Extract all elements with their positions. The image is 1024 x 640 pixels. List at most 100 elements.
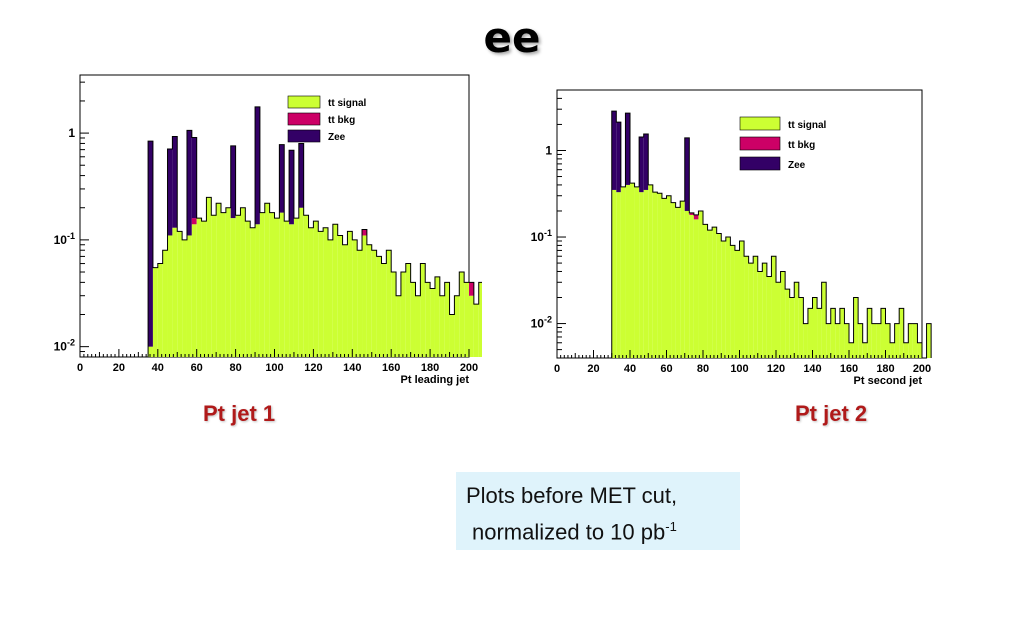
right-hist-bar-tt-signal-2 [620, 186, 626, 358]
right-hist-x-tick-label: 140 [803, 363, 821, 375]
right-hist-bar-tt-signal-48 [830, 308, 836, 358]
right-hist-legend-swatch-Zee [739, 156, 781, 171]
left-hist-bar-tt-signal-6 [177, 231, 183, 357]
left-hist-bar-tt-signal-63 [454, 295, 460, 357]
left-hist-bar-Zee-0 [148, 141, 153, 347]
right-hist-x-tick-label: 100 [730, 363, 748, 375]
left-hist-bar-tt-signal-0 [148, 346, 153, 357]
right-hist-legend-label: tt bkg [788, 140, 815, 151]
right-hist-bar-tt-signal-16 [684, 210, 690, 358]
left-hist-bar-tt-signal-13 [211, 215, 217, 357]
right-hist-bar-tt-signal-28 [739, 240, 745, 358]
left-hist-x-tick-label: 100 [265, 362, 283, 374]
left-hist-outline [147, 106, 482, 357]
left-hist-bar-tt-signal-5 [172, 227, 178, 357]
left-hist-bar-tt-bkg-9 [191, 218, 197, 225]
right-hist-bar-tt-signal-10 [657, 193, 662, 358]
right-hist-bar-tt-signal-39 [789, 297, 795, 358]
left-hist-bar-tt-signal-8 [186, 235, 192, 357]
left-hist-bar-tt-signal-41 [347, 231, 353, 357]
left-hist-bar-tt-signal-22 [255, 224, 260, 357]
right-hist-x-tick-label: 180 [876, 363, 894, 375]
left-hist-x-tick-label: 160 [382, 362, 400, 374]
right-hist-x-tick-label: 0 [554, 363, 560, 375]
left-hist-bar-tt-signal-3 [162, 250, 168, 357]
right-hist-bar-tt-signal-23 [716, 233, 722, 358]
left-hist-bar-tt-signal-10 [196, 218, 202, 357]
right-hist-bar-tt-signal-5 [634, 186, 640, 358]
left-hist-x-tick-label: 140 [343, 362, 361, 374]
right-hist-bar-tt-signal-17 [689, 214, 694, 358]
left-hist-bar-tt-signal-37 [327, 239, 333, 357]
right-hist-bar-tt-signal-30 [748, 263, 754, 358]
right-hist-legend-swatch-tt-bkg [739, 136, 781, 151]
left-hist-bar-tt-signal-48 [381, 263, 387, 357]
right-hist-bar-tt-signal-1 [616, 192, 621, 358]
right-hist-bar-tt-signal-50 [839, 308, 845, 358]
left-hist-bar-tt-signal-49 [386, 250, 392, 357]
left-hist-bar-Zee-4 [167, 148, 173, 236]
left-hist-bar-Zee-8 [186, 130, 192, 236]
left-hist-bar-tt-signal-47 [376, 256, 382, 357]
right-hist-bar-tt-signal-46 [821, 282, 827, 358]
right-hist-bar-tt-signal-9 [652, 192, 658, 358]
right-hist-y-tick-label: 10-1 [531, 228, 552, 244]
left-hist-bar-tt-signal-68 [478, 282, 482, 357]
right-hist-bar-tt-signal-52 [849, 342, 854, 358]
left-hist-bar-tt-signal-18 [235, 215, 241, 357]
left-hist-bar-Zee-22 [255, 106, 260, 225]
right-hist-bar-tt-signal-62 [894, 323, 900, 358]
right-hist-bar-tt-signal-3 [625, 184, 630, 358]
right-hist-bar-tt-signal-60 [885, 323, 891, 358]
right-hist-bar-tt-signal-29 [744, 256, 749, 358]
right-hist-bar-tt-signal-21 [707, 230, 713, 358]
right-hist-bar-tt-signal-54 [858, 323, 863, 358]
left-hist-bar-tt-signal-31 [298, 207, 304, 357]
left-hist-bar-tt-signal-7 [182, 239, 187, 357]
right-hist-bar-tt-signal-25 [725, 237, 731, 358]
left-hist-y-tick-label: 10-1 [54, 231, 75, 247]
left-hist-bar-Zee-5 [172, 136, 178, 228]
left-hist-legend-swatch-tt-bkg [287, 112, 321, 126]
left-hist-bar-tt-signal-2 [157, 263, 163, 357]
left-hist-bar-tt-signal-57 [425, 282, 431, 357]
right-hist-bar-tt-signal-55 [862, 342, 868, 358]
left-hist-bar-tt-signal-16 [225, 207, 231, 357]
left-hist-bar-tt-signal-9 [191, 224, 197, 357]
left-hist-bar-tt-signal-51 [396, 295, 401, 357]
note-line-1: Plots before MET cut, [466, 483, 678, 508]
right-hist-bar-tt-signal-31 [753, 256, 758, 358]
right-hist-bar-Zee-3 [625, 113, 630, 185]
right-hist-bar-tt-signal-58 [876, 323, 881, 358]
left-hist-legend-label: tt signal [328, 98, 367, 109]
right-hist-bar-tt-signal-67 [917, 342, 922, 358]
caption-pt-jet-1: Pt jet 1 [203, 401, 276, 426]
left-hist-bar-tt-signal-53 [405, 263, 411, 357]
left-hist-x-tick-label: 20 [113, 362, 125, 374]
right-hist-bar-tt-signal-7 [643, 189, 649, 358]
right-hist-bar-tt-signal-45 [817, 308, 822, 358]
left-hist-bar-tt-signal-11 [201, 221, 207, 357]
left-hist-bar-tt-bkg-44 [362, 229, 367, 236]
right-hist-bar-tt-signal-65 [908, 323, 913, 358]
right-hist-bar-tt-signal-19 [698, 210, 703, 358]
left-hist-bar-tt-signal-55 [415, 295, 421, 357]
left-hist-bar-Zee-17 [230, 145, 236, 219]
left-hist-bar-tt-signal-32 [303, 215, 309, 357]
right-hist-legend-label: tt signal [788, 120, 827, 131]
left-hist-legend-label: tt bkg [328, 115, 355, 126]
right-hist-bar-tt-signal-51 [844, 323, 849, 358]
histogram-pt-second-jet: 0 20 40 60 80 100 120 140 160 180 200 Pt second jet… [516, 86, 936, 396]
left-hist-legend-label: Zee [328, 132, 346, 143]
right-hist-bars [611, 111, 932, 358]
right-hist-bar-Zee-6 [639, 137, 644, 193]
left-hist-bar-tt-signal-54 [410, 282, 416, 357]
right-hist-bar-tt-signal-12 [666, 195, 672, 358]
right-hist-x-tick-label: 120 [767, 363, 785, 375]
right-hist-bar-tt-signal-69 [926, 323, 932, 358]
right-hist-bar-tt-signal-22 [712, 227, 717, 358]
right-hist-bar-tt-signal-37 [780, 271, 786, 358]
left-hist-bar-tt-signal-45 [366, 244, 372, 357]
right-hist-bar-tt-signal-38 [785, 289, 790, 358]
